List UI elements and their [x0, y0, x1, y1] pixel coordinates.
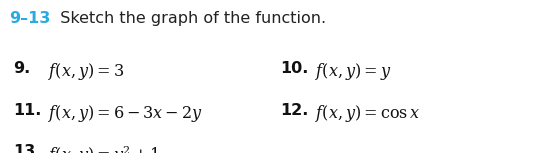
Text: 12.: 12.: [280, 103, 309, 118]
Text: 10.: 10.: [280, 61, 309, 76]
Text: $f(x, y) = 6 - 3x - 2y$: $f(x, y) = 6 - 3x - 2y$: [48, 103, 203, 123]
Text: $f(x, y) = \cos x$: $f(x, y) = \cos x$: [315, 103, 420, 123]
Text: 9.: 9.: [13, 61, 30, 76]
Text: $f(x, y) = y$: $f(x, y) = y$: [315, 61, 391, 82]
Text: 9–13: 9–13: [10, 11, 51, 26]
Text: Sketch the graph of the function.: Sketch the graph of the function.: [50, 11, 326, 26]
Text: $f(x, y) = y^2 + 1$: $f(x, y) = y^2 + 1$: [48, 144, 160, 153]
Text: 13.: 13.: [13, 144, 42, 153]
Text: $f(x, y) = 3$: $f(x, y) = 3$: [48, 61, 124, 82]
Text: 11.: 11.: [13, 103, 42, 118]
